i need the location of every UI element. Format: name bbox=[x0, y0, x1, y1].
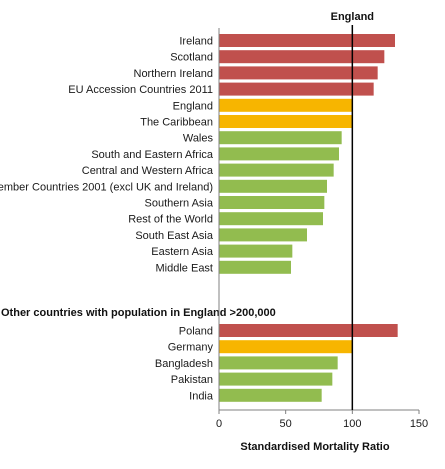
category-label-middle-east: Middle East bbox=[156, 262, 213, 274]
category-label-south-east-asia: South East Asia bbox=[135, 230, 214, 242]
bar-india bbox=[219, 388, 322, 402]
category-label-england: England bbox=[173, 100, 213, 112]
reference-line-group: England bbox=[331, 11, 374, 410]
bar-middle-east bbox=[219, 260, 291, 274]
category-labels: Ireland Scotland Northern Ireland EU Access… bbox=[0, 36, 276, 403]
bar-eu-member-countries-2001-excl-uk-and-ireland bbox=[219, 179, 327, 193]
category-label-northern-ireland: Northern Ireland bbox=[134, 68, 214, 80]
category-label-wales: Wales bbox=[183, 133, 214, 145]
bar-england bbox=[219, 98, 353, 112]
bar-southern-asia bbox=[219, 196, 325, 209]
x-tick-label-150: 150 bbox=[410, 418, 428, 430]
reference-line-label: England bbox=[331, 11, 374, 23]
x-tick-label-50: 50 bbox=[280, 418, 292, 430]
bar-northern-ireland bbox=[219, 66, 378, 80]
bar-wales bbox=[219, 131, 342, 145]
category-label-the-caribbean: The Caribbean bbox=[140, 117, 213, 129]
x-tick-label-0: 0 bbox=[216, 418, 222, 430]
category-label-scotland: Scotland bbox=[170, 52, 213, 64]
group-title-other-countries: Other countries with population in Engla… bbox=[1, 307, 276, 319]
bar-central-and-western-africa bbox=[219, 163, 334, 177]
bar-south-and-eastern-africa bbox=[219, 147, 339, 161]
category-label-south-and-eastern-africa: South and Eastern Africa bbox=[91, 149, 214, 161]
bar-eu-accession-countries-2011 bbox=[219, 82, 374, 96]
category-label-central-and-western-africa: Central and Western Africa bbox=[82, 165, 214, 177]
bar-eastern-asia bbox=[219, 244, 293, 258]
category-label-poland: Poland bbox=[179, 326, 213, 338]
bar-bangladesh bbox=[219, 356, 338, 370]
category-label-india: India bbox=[189, 390, 214, 402]
bar-germany bbox=[219, 340, 353, 354]
category-label-ireland: Ireland bbox=[179, 36, 213, 48]
category-label-eu-accession-countries-2011: EU Accession Countries 2011 bbox=[68, 84, 213, 96]
category-label-southern-asia: Southern Asia bbox=[145, 198, 214, 210]
x-axis-title: Standardised Mortality Ratio bbox=[240, 441, 389, 453]
bar-south-east-asia bbox=[219, 228, 307, 242]
bar-pakistan bbox=[219, 372, 333, 386]
category-label-germany: Germany bbox=[168, 342, 214, 354]
bar-the-caribbean bbox=[219, 115, 353, 128]
category-label-rest-of-the-world: Rest of the World bbox=[128, 214, 213, 226]
category-label-eastern-asia: Eastern Asia bbox=[151, 246, 214, 258]
bar-poland bbox=[219, 324, 398, 337]
x-axis: 0 50 100 150 Standardised Mortality Ratio bbox=[216, 28, 428, 453]
bar-rest-of-the-world bbox=[219, 212, 323, 226]
bar-ireland bbox=[219, 34, 395, 47]
category-label-bangladesh: Bangladesh bbox=[155, 358, 213, 370]
x-tick-label-100: 100 bbox=[343, 418, 361, 430]
bars-layer bbox=[219, 34, 398, 402]
category-label-pakistan: Pakistan bbox=[171, 374, 213, 386]
bar-scotland bbox=[219, 50, 385, 64]
category-label-eu-member-countries-2001-excl-uk-and-ireland: EU Member Countries 2001 (excl UK and Ir… bbox=[0, 181, 213, 193]
